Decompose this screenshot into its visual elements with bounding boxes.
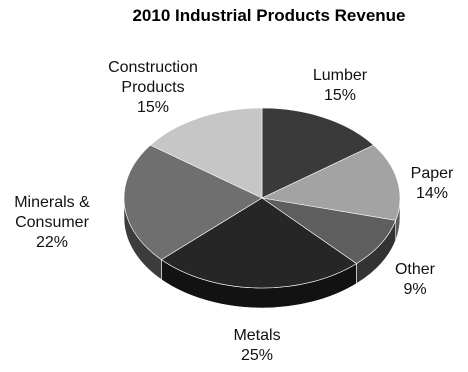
pie-slice-1 bbox=[261, 144, 401, 221]
pie-slice-5 bbox=[149, 107, 263, 199]
slice-percent-label-5: 15% bbox=[137, 99, 169, 116]
pie-slice-0 bbox=[261, 107, 375, 199]
pie-slice-4 bbox=[123, 144, 263, 260]
slice-percent-label-4: 22% bbox=[36, 234, 68, 251]
slice-percent-label-3: 25% bbox=[241, 347, 273, 364]
slice-name-label-2: Other bbox=[395, 261, 436, 278]
slice-name-label-4: Consumer bbox=[15, 214, 89, 231]
slice-name-label-3: Metals bbox=[233, 327, 280, 344]
slice-name-label-5: Construction bbox=[108, 59, 198, 76]
slice-name-label-0: Lumber bbox=[313, 67, 368, 84]
slice-name-label-4: Minerals & bbox=[14, 194, 90, 211]
slice-name-label-1: Paper bbox=[411, 165, 454, 182]
slice-name-label-5: Products bbox=[121, 79, 184, 96]
chart-title: 2010 Industrial Products Revenue bbox=[132, 6, 406, 25]
slice-percent-label-1: 14% bbox=[416, 185, 448, 202]
pie-slice-3 bbox=[160, 197, 358, 289]
slice-percent-label-0: 15% bbox=[324, 87, 356, 104]
slice-percent-label-2: 9% bbox=[403, 281, 426, 298]
